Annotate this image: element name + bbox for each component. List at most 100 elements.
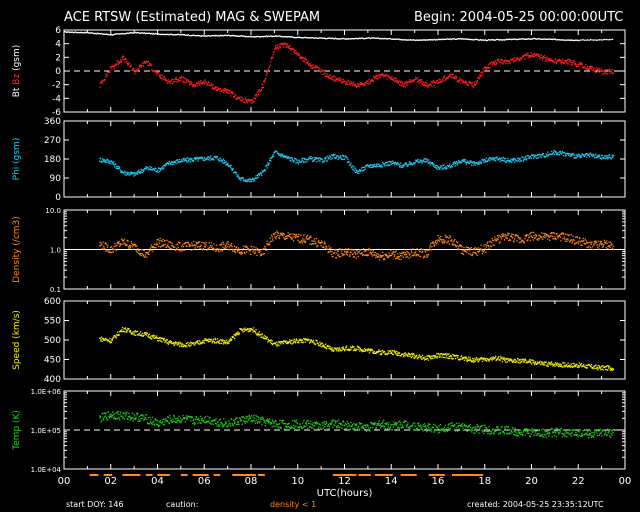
data-point-speed (144, 333, 147, 335)
data-point-bz (417, 80, 419, 82)
data-point-bt (419, 39, 421, 41)
data-point-speed (220, 342, 223, 344)
data-point-density (122, 240, 124, 242)
data-point-bz (246, 101, 248, 103)
data-point-density (211, 247, 213, 249)
data-point-bt (212, 35, 214, 37)
data-point-speed (425, 358, 427, 361)
data-point-bz (158, 74, 160, 77)
data-point-density (256, 248, 259, 250)
data-point-density (392, 253, 394, 255)
data-point-bt (201, 35, 203, 37)
data-point-speed (339, 348, 341, 350)
data-point-bt (215, 35, 218, 37)
data-point-bz (428, 86, 430, 88)
data-point-bt (465, 38, 467, 40)
data-point-bz (546, 56, 548, 58)
data-point-bt (70, 31, 73, 33)
data-point-bt (144, 33, 147, 35)
data-point-density (588, 245, 590, 247)
data-point-speed (471, 361, 473, 363)
data-point-speed (248, 330, 250, 332)
data-point-bz (278, 43, 280, 46)
data-point-phi (556, 152, 559, 155)
data-point-speed (231, 339, 233, 341)
data-point-speed (335, 348, 337, 350)
data-point-bz (570, 60, 572, 62)
data-point-bz (101, 81, 103, 83)
data-point-bt (544, 38, 546, 40)
data-point-density (100, 242, 102, 244)
data-point-phi (262, 171, 264, 173)
data-point-bz (211, 84, 213, 86)
data-point-phi (176, 162, 178, 164)
data-point-phi (304, 158, 306, 160)
data-point-phi (570, 153, 572, 156)
data-point-bt (246, 35, 248, 38)
data-point-speed (238, 333, 241, 335)
data-point-density (330, 253, 333, 256)
data-point-phi (592, 154, 595, 156)
data-point-phi (108, 161, 110, 163)
data-point-bz (115, 64, 117, 67)
data-point-phi (226, 164, 228, 166)
data-point-bz (394, 78, 396, 80)
data-point-density (402, 252, 404, 255)
data-point-speed (480, 358, 483, 360)
data-point-speed (126, 329, 129, 331)
data-point-density (245, 246, 247, 248)
data-point-bt (317, 37, 319, 40)
data-point-bz (283, 46, 285, 48)
data-point-density (587, 242, 589, 244)
data-point-density (169, 241, 171, 243)
y-tick-label: 400 (44, 375, 61, 385)
data-point-phi (100, 158, 102, 160)
data-point-speed (410, 356, 412, 359)
data-point-density (485, 251, 487, 253)
data-point-phi (302, 157, 304, 160)
data-point-density (234, 250, 236, 252)
data-point-density (403, 251, 405, 254)
data-point-speed (508, 360, 510, 362)
data-point-density (260, 254, 262, 256)
data-point-density (435, 240, 437, 242)
data-point-bz (406, 84, 408, 86)
data-point-bz (213, 87, 215, 89)
data-point-density (531, 235, 533, 238)
data-point-speed (519, 362, 521, 364)
data-point-bz (169, 82, 171, 84)
data-point-phi (373, 164, 375, 166)
data-point-density (113, 249, 115, 251)
data-point-phi (323, 161, 325, 163)
data-point-bz (286, 46, 288, 48)
data-point-density (531, 231, 533, 233)
data-point-speed (297, 340, 300, 342)
y-axis-label-part: Bz (12, 74, 22, 88)
data-point-speed (147, 334, 150, 336)
data-point-speed (201, 341, 204, 343)
data-point-phi (242, 176, 244, 179)
data-point-bt (594, 39, 596, 41)
data-point-bt (340, 38, 342, 40)
data-point-bt (521, 38, 524, 40)
data-point-bt (342, 37, 344, 40)
data-point-speed (252, 331, 254, 333)
data-point-bz (310, 64, 312, 66)
data-point-phi (103, 161, 106, 163)
data-point-phi (119, 169, 121, 171)
data-point-phi (197, 158, 200, 160)
data-point-phi (292, 161, 295, 163)
data-point-speed (208, 340, 210, 342)
data-point-bt (110, 33, 113, 36)
data-point-bz (519, 57, 521, 59)
data-point-speed (533, 360, 535, 362)
data-point-bt (501, 39, 503, 41)
data-point-bz (120, 59, 122, 61)
data-point-bt (239, 35, 241, 37)
y-tick-label: -6 (52, 108, 61, 118)
data-point-speed (99, 337, 101, 339)
data-point-phi (474, 162, 476, 165)
data-point-bz (405, 83, 407, 85)
data-point-bz (300, 58, 302, 60)
data-point-speed (442, 353, 444, 355)
